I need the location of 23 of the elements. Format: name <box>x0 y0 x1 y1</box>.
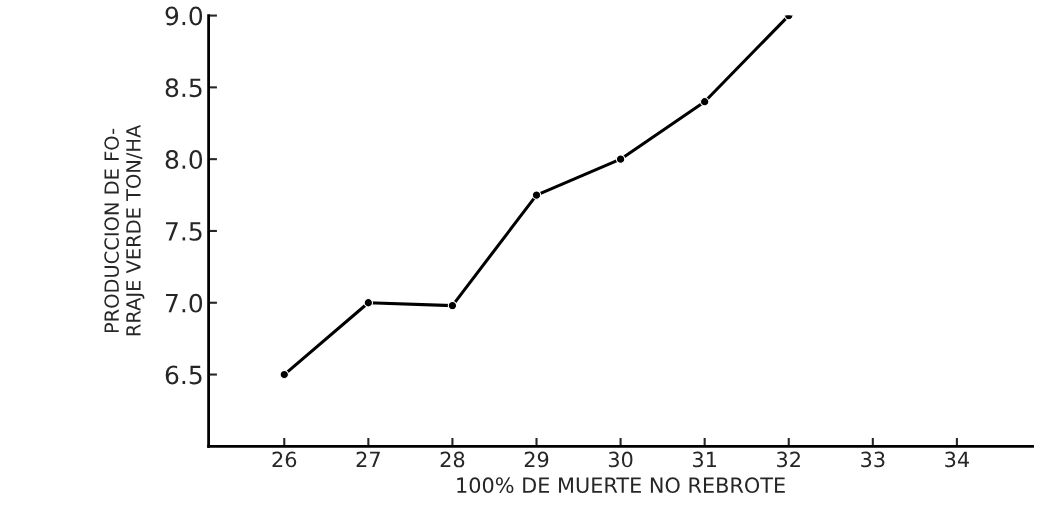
point <box>531 190 542 200</box>
y-tick-label: 8.5 <box>165 78 202 98</box>
point <box>447 300 458 311</box>
x-axis-title: 100% DE MUERTE NO REBROTE <box>457 477 785 494</box>
point <box>615 154 626 164</box>
x-tick-label: 33 <box>861 451 885 468</box>
x-tick-label: 28 <box>440 451 465 468</box>
x-tick-label: 30 <box>608 451 633 468</box>
y-axis-title: PRODUCCION DE FO- RRAJE VERDE TON/HA <box>104 124 145 336</box>
x-tick-label: 29 <box>524 451 549 468</box>
x-tick-label: 32 <box>777 451 800 468</box>
y-tick-label: 6.5 <box>165 365 202 385</box>
x-tick-label: 31 <box>693 451 716 468</box>
y-tick-label: 8.0 <box>165 150 203 170</box>
point <box>699 97 710 107</box>
x-tick-label: 34 <box>945 451 969 468</box>
y-tick-label: 9.0 <box>165 6 203 26</box>
point <box>279 369 289 380</box>
y-tick-label: 7.0 <box>166 293 203 313</box>
y-tick-label: 7.5 <box>166 222 202 241</box>
point <box>363 298 374 308</box>
x-tick-label: 26 <box>272 451 297 468</box>
x-tick-label: 27 <box>356 451 380 468</box>
